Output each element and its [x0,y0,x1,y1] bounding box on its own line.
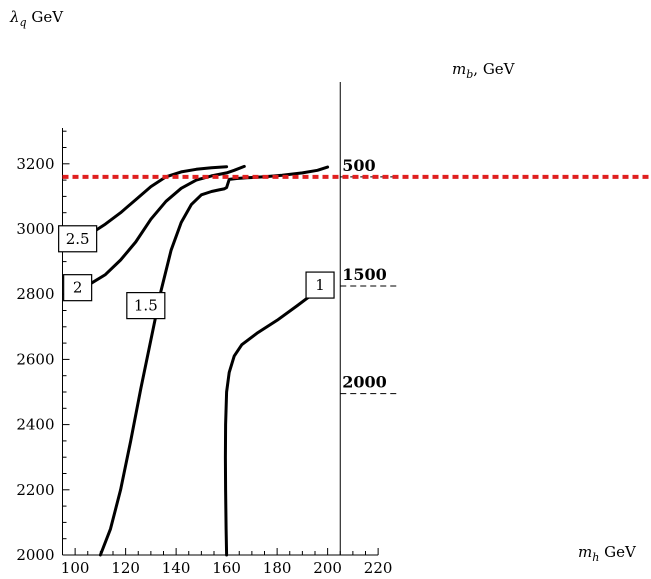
y-tick-label: 2000 [16,546,54,564]
curve-2 [76,164,246,290]
y-tick-label: 2600 [16,350,54,368]
x-tick-label: 140 [162,559,191,577]
curve-label-text: 1.5 [134,297,158,315]
curve-label-box [126,292,166,320]
curve-label-text: 2 [73,279,83,297]
x-tick-label: 200 [313,559,342,577]
x-tick-label: 120 [111,559,140,577]
curve-1 [223,286,322,557]
x-tick-label: 100 [61,559,90,577]
y-tick-label: 3200 [16,155,54,173]
x-axis-label: mh GeV [578,543,637,564]
mb-axis-label: mb, GeV [452,60,516,81]
curve-label-text: 2.5 [66,230,90,248]
curve-label-box [305,271,335,299]
x-tick-label: 180 [263,559,292,577]
mb-tick-label: 500 [342,156,375,175]
curve-1-5 [98,165,330,557]
x-tick-label: 220 [364,559,393,577]
mb-tick-label: 2000 [342,373,387,392]
curve-label-box [58,225,98,253]
y-tick-label: 2800 [16,285,54,303]
y-tick-label: 3000 [16,220,54,238]
curve-label-text: 1 [315,276,325,294]
y-tick-label: 2400 [16,416,54,434]
mb-tick-label: 1500 [342,265,387,284]
curve-label-box [63,274,93,302]
y-axis-label: λq GeV [9,8,64,29]
x-tick-label: 160 [212,559,241,577]
curve-2-5 [76,165,229,239]
y-tick-label: 2200 [16,481,54,499]
